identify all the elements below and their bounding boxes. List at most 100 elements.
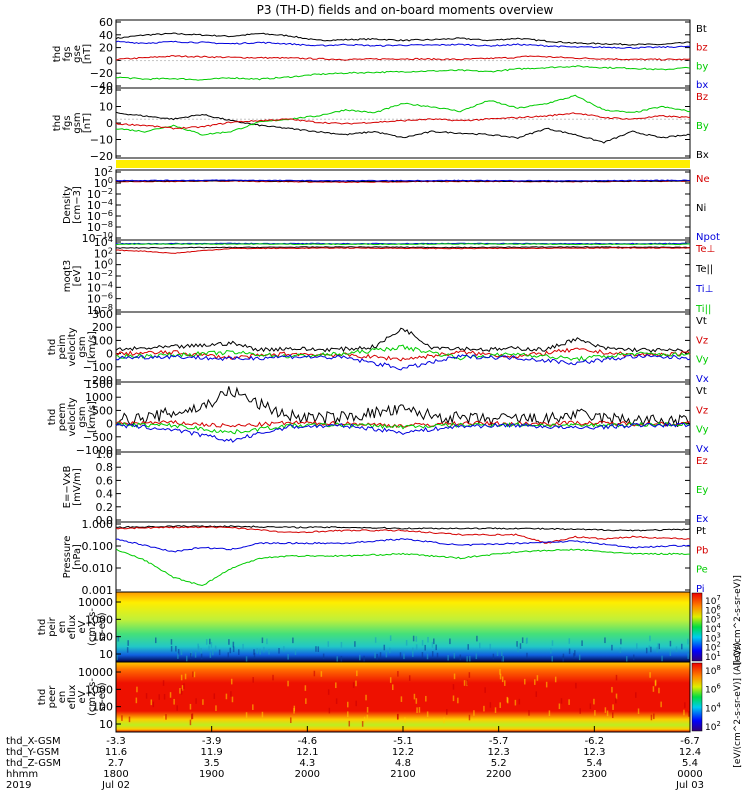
y-tick-label: 10−2: [87, 186, 113, 201]
spectrogram-streak: [404, 717, 406, 723]
series-vx-line: [115, 353, 691, 371]
legend-entry: Bz: [696, 92, 708, 103]
y-axis-label-line: E=−VxB: [62, 466, 73, 509]
y-tick-label: 10: [99, 718, 113, 731]
legend-entry: Bt: [696, 24, 707, 35]
spectrogram-streak: [468, 714, 471, 721]
y-axis-label: Pressure [nPa]: [62, 536, 83, 579]
y-tick-label: 10−6: [87, 208, 113, 223]
spectrogram-streak: [354, 641, 356, 647]
y-axis-label-line: peer: [47, 685, 58, 709]
spectrogram-streak: [195, 698, 197, 704]
spectrogram-streak: [136, 686, 138, 693]
y-tick-label: 0.001: [82, 584, 114, 597]
spectrogram-streak: [551, 640, 554, 646]
spectrogram-streak: [453, 652, 456, 659]
spectrogram-streak: [645, 647, 648, 654]
x-row-label: 2019: [6, 780, 31, 791]
spectrogram-streak: [340, 641, 343, 648]
spectrogram-streak: [229, 647, 232, 654]
spectrogram-streak: [484, 687, 486, 693]
spectrogram-streak: [230, 691, 232, 697]
spectrogram-streak: [435, 644, 437, 651]
spectrogram-streak: [347, 711, 349, 718]
spectrogram-streak: [535, 691, 538, 697]
series-vz-line: [115, 347, 691, 362]
spectrogram-streak: [320, 671, 323, 677]
panel-frame: [115, 19, 691, 89]
y-tick-label: 40: [99, 29, 113, 42]
spectrogram-streak: [210, 642, 213, 648]
y-tick-label: 0.6: [96, 474, 114, 487]
spectrogram-streak: [403, 653, 405, 660]
legend-entry: Vx: [696, 374, 709, 385]
spectrogram-streak: [551, 655, 553, 662]
x-tick-label: 1800: [103, 769, 128, 780]
y-tick-label: −1000: [76, 444, 113, 457]
spectrogram-streak: [415, 644, 418, 650]
spectrogram-streak: [656, 646, 658, 653]
spectrogram-streak: [506, 696, 509, 703]
spectrogram-streak: [399, 652, 402, 658]
spectrogram-streak: [335, 698, 338, 704]
y-tick-label: 0.4: [96, 488, 114, 501]
x-tick-label: -3.9: [202, 736, 222, 747]
x-tick-label: 5.2: [491, 758, 507, 769]
spectrogram-streak: [524, 678, 526, 685]
spectrogram-streak: [568, 648, 571, 655]
spectrogram-streak: [516, 641, 518, 647]
spectrogram-streak: [560, 698, 563, 704]
spectrogram-streak: [415, 698, 418, 704]
spectrogram-streak: [126, 647, 129, 653]
series-vz-line: [115, 419, 691, 429]
spectrogram-streak: [416, 707, 418, 713]
colorbar-label-text: [eV/(cm^2-s-sr-eV)] (All Qs): [733, 642, 743, 767]
legend-entry: Vt: [696, 386, 707, 397]
spectrogram-streak: [573, 653, 575, 659]
x-tick-label: 12.4: [679, 747, 701, 758]
spectrogram-streak: [483, 705, 485, 712]
y-axis-label-line: (cm2-s-: [87, 608, 98, 646]
y-tick-label: 10−2: [87, 268, 113, 283]
spectrogram-streak: [604, 707, 607, 713]
spectrogram-streak: [232, 641, 235, 648]
spectrogram-streak: [135, 697, 138, 704]
spectrogram-streak: [177, 649, 180, 655]
y-axis-label-line: thd: [52, 115, 63, 132]
spectrogram-streak: [526, 652, 528, 659]
y-tick-label: 1000: [85, 683, 113, 696]
spectrogram-streak: [180, 674, 183, 681]
spectrogram-streak: [190, 713, 193, 720]
x-tick-label: Jul 03: [675, 780, 704, 791]
y-axis-label: Density [cm−3]: [62, 186, 83, 224]
spectrogram-streak: [214, 645, 217, 652]
spectrogram-streak: [193, 671, 196, 678]
spectrogram-streak: [183, 683, 185, 689]
spectrogram-streak: [418, 707, 421, 713]
spectrogram-streak: [213, 693, 216, 699]
series-by-line: [115, 94, 691, 136]
spectrogram-streak: [473, 710, 475, 716]
y-tick-label: 10−4: [87, 197, 113, 212]
series-bx-line: [115, 40, 691, 49]
spectrogram-streak: [180, 689, 183, 695]
spectrogram-streak: [252, 677, 254, 683]
spectrogram-streak: [385, 651, 388, 658]
y-tick-label: −100: [83, 361, 113, 374]
spectrogram-streak: [170, 645, 173, 652]
spectrogram-streak: [611, 644, 613, 651]
spectrogram-streak: [192, 671, 194, 678]
y-axis-label-line: gsm: [77, 336, 88, 357]
spectrogram-streak: [169, 692, 172, 698]
x-tick-label: 4.3: [299, 758, 315, 769]
spectrogram-streak: [654, 680, 657, 687]
spectrogram-streak: [374, 637, 377, 643]
spectrogram-streak: [619, 647, 622, 653]
spectrogram-streak: [176, 705, 178, 711]
spectrogram-streak: [335, 682, 337, 689]
spectrogram-streak: [578, 654, 581, 661]
legend-entry: Vz: [696, 405, 708, 416]
spectrogram-streak: [526, 637, 528, 644]
